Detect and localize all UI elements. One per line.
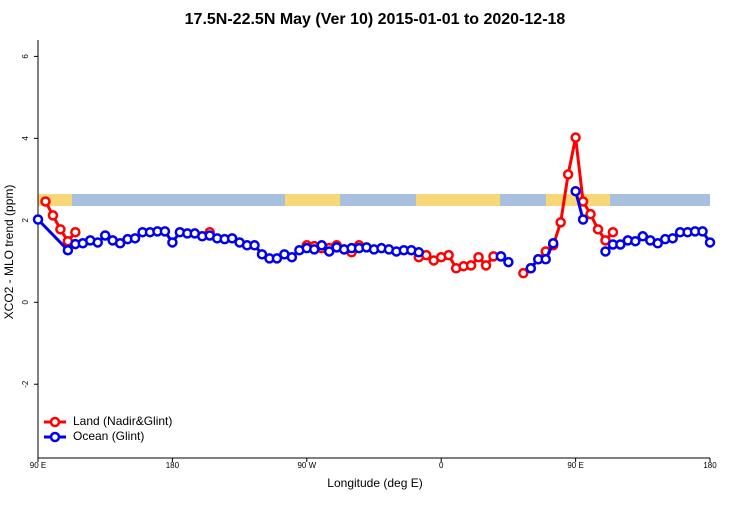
data-point — [555, 217, 566, 228]
data-point — [114, 238, 126, 249]
data-point — [503, 256, 514, 268]
y-tick-label: 4 — [21, 136, 30, 141]
chart-title: 17.5N-22.5N May (Ver 10) 2015-01-01 to 2… — [185, 11, 566, 28]
x-tick-label: 180 — [166, 461, 180, 470]
data-point — [495, 251, 507, 262]
data-point — [667, 233, 678, 244]
y-tick-label: 2 — [21, 218, 30, 223]
data-point — [704, 237, 716, 248]
data-point — [652, 238, 663, 249]
data-point — [607, 226, 619, 238]
data-point — [570, 132, 581, 143]
data-point — [249, 240, 260, 251]
data-point — [129, 233, 141, 244]
data-point — [465, 260, 477, 271]
data-point — [62, 244, 74, 256]
x-axis-label: Longitude (deg E) — [327, 476, 422, 490]
data-point — [473, 251, 484, 263]
data-point — [600, 235, 611, 246]
data-point — [92, 237, 103, 248]
data-point — [167, 237, 178, 248]
y-tick-label: 6 — [21, 54, 30, 59]
legend-label: Land (Nadir&Glint) — [73, 414, 172, 428]
data-point — [55, 224, 66, 235]
data-point — [697, 226, 708, 237]
data-point — [577, 214, 589, 225]
data-point — [271, 253, 283, 264]
data-point — [309, 244, 320, 255]
data-point — [40, 196, 51, 207]
data-point — [630, 235, 641, 247]
data-point — [525, 263, 537, 274]
legend-label: Ocean (Glint) — [73, 429, 144, 443]
data-point — [99, 230, 111, 241]
data-point — [413, 247, 425, 258]
data-point — [159, 226, 171, 237]
x-tick-label: 0 — [439, 461, 444, 470]
surface-strip — [38, 194, 710, 206]
y-axis-label: XCO2 - MLO trend (ppm) — [2, 185, 16, 320]
data-point — [570, 185, 581, 197]
data-point — [562, 169, 574, 180]
data-point — [256, 249, 268, 260]
y-tick-label: -2 — [21, 380, 30, 388]
data-point — [316, 240, 327, 251]
data-point — [226, 233, 238, 244]
data-point — [286, 251, 298, 263]
data-point — [585, 208, 596, 220]
x-tick-label: 90 E — [30, 461, 46, 470]
data-point — [547, 238, 559, 249]
data-point — [540, 253, 551, 265]
x-tick-label: 180 — [703, 461, 717, 470]
data-point — [480, 260, 492, 271]
data-point — [323, 246, 335, 257]
data-point — [518, 267, 529, 279]
data-point — [70, 226, 81, 238]
data-point — [47, 210, 59, 221]
x-tick-label: 90 E — [567, 461, 583, 470]
data-point — [32, 214, 44, 225]
data-point — [637, 231, 649, 242]
x-tick-label: 90 W — [297, 461, 316, 470]
data-point — [600, 246, 611, 257]
legend-marker — [49, 431, 61, 443]
data-point — [443, 249, 454, 261]
legend-marker — [49, 416, 61, 428]
y-tick-label: 0 — [21, 300, 30, 305]
data-point — [592, 224, 604, 235]
data-point — [615, 239, 626, 250]
